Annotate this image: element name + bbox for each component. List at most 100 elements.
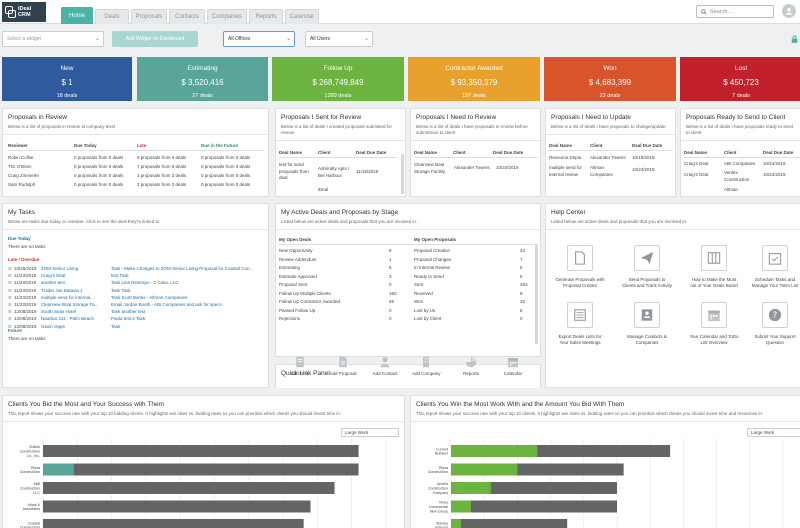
tab-proposals[interactable]: Proposals [131, 9, 167, 24]
help-tile-3[interactable] [762, 245, 788, 271]
task-description[interactable]: Task another test [111, 309, 146, 315]
bar-series-1[interactable] [451, 482, 491, 494]
help-tile-label[interactable]: Generate Proposals with Proposal Creator [547, 277, 613, 288]
bar-series-0[interactable] [43, 482, 335, 494]
deal-stage[interactable]: Rejections [279, 316, 301, 321]
review-count[interactable]: 7 proposals from 5 deals [137, 164, 187, 169]
review-count[interactable]: 0 proposals from 0 deals [201, 173, 251, 178]
task-description[interactable]: Email Jordan Booth - ABI Companies and a… [111, 302, 222, 307]
deal-name[interactable]: multiple send for internal review [549, 165, 583, 177]
help-tile-label[interactable]: Send Proposals to Clients and Track Activ… [614, 277, 680, 288]
task-deal-link[interactable]: Craig's Deal [41, 273, 66, 279]
deal-stage[interactable]: Follow Up Contractor Awarded [279, 299, 340, 304]
task-deal-link[interactable]: South Seas Hotel [41, 309, 77, 315]
help-tile-1[interactable] [634, 245, 660, 271]
deal-name[interactable]: Craig's Deal [684, 161, 709, 166]
add-widget-button[interactable]: Add Widget on Dashboard [112, 31, 198, 47]
deal-stage[interactable]: Follow Up Multiple Clients [279, 290, 331, 296]
deal-stage[interactable]: Estimating [279, 265, 301, 270]
bar-series-1[interactable] [451, 519, 461, 528]
bar-series-0[interactable] [451, 482, 617, 494]
chart-right-select[interactable]: Large Work [747, 428, 800, 437]
task-description[interactable]: Task Task [111, 287, 131, 293]
task-deal-link[interactable]: Nautilus 211 - Palm Beach [41, 316, 94, 322]
widget-select[interactable]: Select a widget ⌄ [2, 31, 104, 47]
stat-card-5[interactable]: Lost $ 450,723 7 deals [680, 57, 800, 101]
deal-stage[interactable]: Estimate Approved [279, 273, 317, 279]
help-tile-label[interactable]: Submit Your Support Question [742, 334, 800, 345]
review-count[interactable]: 2 proposals from 2 deals [137, 182, 187, 187]
deal-name[interactable]: Resource Depot [549, 155, 582, 160]
review-count[interactable]: 3 proposals from 3 deals [137, 173, 187, 178]
deal-name[interactable]: Clearview Boat Storage Facility [414, 162, 446, 174]
lock-icon[interactable] [791, 35, 798, 45]
help-tile-4[interactable] [567, 302, 593, 328]
help-tile-7[interactable]: ? [762, 302, 788, 328]
help-tile-label[interactable]: Schedule Tasks and Manage Your ToDo List [742, 277, 800, 288]
bar-series-0[interactable] [451, 500, 617, 513]
stat-card-3[interactable]: Contractor Awarded $ 93,350,379 197 deals [408, 57, 540, 101]
users-select[interactable]: All Users ⌄ [305, 31, 373, 47]
chart-left-select[interactable]: Large Work [341, 428, 399, 437]
review-count[interactable]: 0 proposals from 0 deals [74, 173, 124, 178]
task-description[interactable]: Paula test 2 Task [111, 316, 146, 322]
stat-card-2[interactable]: Follow Up $ 268,749,849 1399 deals [272, 57, 404, 101]
proposal-stage[interactable]: Sent [414, 282, 424, 287]
offices-select[interactable]: All Offices ⌄ [223, 31, 295, 47]
tab-reports[interactable]: Reports [249, 9, 283, 24]
help-tile-label[interactable]: Export Deals Lists for Your Sales Meeting… [547, 334, 613, 345]
tab-companies[interactable]: Companies [207, 9, 247, 24]
review-count[interactable]: 0 proposals from 0 deals [201, 164, 251, 169]
task-deal-link[interactable]: Trader Joe Batavia 1 [41, 287, 83, 293]
help-tile-5[interactable] [634, 302, 660, 328]
review-count[interactable]: 0 proposals from 0 deals [201, 155, 251, 160]
task-deal-link[interactable]: another test [41, 280, 65, 286]
stat-card-0[interactable]: New $ 1 18 deals [2, 57, 132, 101]
proposal-stage[interactable]: Proposal Creation [414, 248, 451, 253]
bar-series-1[interactable] [43, 463, 74, 476]
task-description[interactable]: Task Lina Restrepo - 2 Casa, LLC [111, 280, 179, 286]
proposal-stage[interactable]: Proposal Changes [414, 256, 452, 262]
search-input[interactable]: Search... [696, 5, 774, 18]
deal-stage[interactable]: Passed Follow Up [279, 307, 316, 313]
deal-name[interactable]: test for send proposals from deal [279, 162, 309, 180]
help-tile-label[interactable]: Your Calendar and ToDo List Overview [681, 334, 747, 345]
task-deal-link[interactable]: Clearview Boat Storage Fa... [41, 302, 99, 307]
deal-stage[interactable]: Review Addendum [279, 256, 317, 262]
tab-home[interactable]: Home [61, 7, 93, 24]
stat-card-1[interactable]: Estimating $ 3,520,416 27 deals [137, 57, 268, 101]
bar-series-1[interactable] [451, 463, 518, 476]
quick-link-5[interactable]: Calendar [499, 356, 527, 376]
bar-series-0[interactable] [43, 500, 311, 513]
task-deal-link[interactable]: Gavin Opps [41, 323, 65, 329]
quick-link-0[interactable]: Add Deal [286, 356, 314, 376]
proposal-stage[interactable]: Ready to Send [414, 273, 444, 279]
scrollbar[interactable] [535, 244, 538, 344]
task-description[interactable]: test Task [111, 273, 129, 279]
tab-contacts[interactable]: Contacts [169, 9, 205, 24]
proposal-stage[interactable]: Won [414, 299, 424, 304]
proposal-stage[interactable]: Received [414, 290, 433, 296]
tab-calendar[interactable]: Calendar [285, 9, 319, 24]
scrollbar[interactable] [401, 154, 404, 194]
task-deal-link[interactable]: multiple send for internal... [41, 294, 94, 300]
user-avatar[interactable] [782, 4, 796, 18]
quick-link-4[interactable]: Reports [457, 356, 485, 376]
proposal-stage[interactable]: Lost by Us [414, 307, 436, 313]
bar-series-1[interactable] [451, 445, 538, 457]
task-description[interactable]: Task [111, 323, 121, 329]
task-description[interactable]: Task Scott Banks - Altman Companies [111, 294, 188, 300]
bar-series-0[interactable] [43, 463, 359, 476]
help-tile-6[interactable] [701, 302, 727, 328]
task-deal-link[interactable]: ZOM Senior Living [41, 266, 79, 271]
review-count[interactable]: 0 proposals from 0 deals [201, 182, 251, 187]
quick-link-2[interactable]: Add Contact [371, 356, 399, 376]
deal-stage[interactable]: New Opportunity [279, 248, 313, 253]
deal-name[interactable]: Craig's Deal [684, 172, 709, 177]
tab-deals[interactable]: Deals [95, 9, 129, 24]
review-count[interactable]: 8 proposals from 6 deals [137, 155, 187, 160]
bar-series-1[interactable] [451, 500, 471, 513]
proposal-stage[interactable]: Lost by Client [414, 316, 442, 321]
help-tile-2[interactable] [701, 245, 727, 271]
proposal-stage[interactable]: In Internal Review [414, 265, 451, 270]
